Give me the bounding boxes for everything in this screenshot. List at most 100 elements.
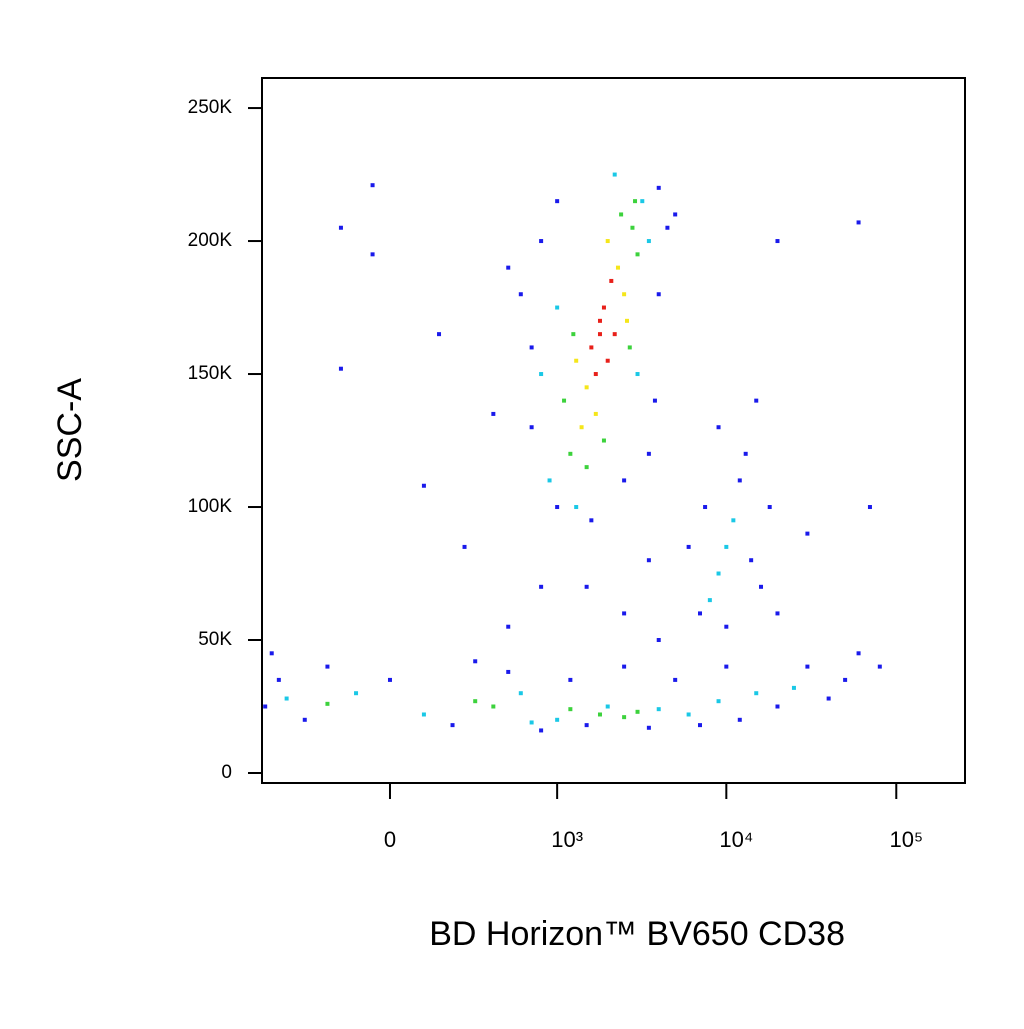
data-point <box>612 332 617 337</box>
y-tick-label: 100K <box>188 496 233 517</box>
data-point <box>547 478 552 483</box>
data-point <box>338 366 343 371</box>
data-point <box>597 318 602 323</box>
data-point <box>568 707 573 712</box>
data-point <box>605 704 610 709</box>
data-point <box>867 505 872 510</box>
data-point <box>325 664 330 669</box>
data-point <box>562 398 567 403</box>
data-point <box>646 558 651 563</box>
data-point <box>601 305 606 310</box>
data-point <box>506 669 511 674</box>
data-point <box>826 696 831 701</box>
data-point <box>686 712 691 717</box>
data-point <box>529 425 534 430</box>
data-point <box>686 544 691 549</box>
data-point <box>518 691 523 696</box>
data-point <box>724 544 729 549</box>
data-point <box>574 358 579 363</box>
data-point <box>529 345 534 350</box>
data-point <box>630 225 635 230</box>
data-point <box>716 571 721 576</box>
data-point <box>491 704 496 709</box>
data-point <box>805 531 810 536</box>
data-point <box>506 624 511 629</box>
data-point <box>775 704 780 709</box>
x-tick-label: 10³ <box>551 827 583 852</box>
data-point <box>640 199 645 204</box>
x-tick-label: 10⁴ <box>719 827 753 852</box>
data-point <box>767 505 772 510</box>
data-point <box>605 239 610 244</box>
data-point <box>635 372 640 377</box>
data-point <box>574 505 579 510</box>
data-point <box>805 664 810 669</box>
data-point <box>579 425 584 430</box>
y-tick-label: 250K <box>188 97 233 118</box>
y-tick-label: 150K <box>188 363 233 384</box>
data-point <box>584 723 589 728</box>
data-point <box>473 659 478 664</box>
data-point <box>775 239 780 244</box>
data-point <box>622 611 627 616</box>
data-point <box>584 465 589 470</box>
data-point <box>539 239 544 244</box>
data-point <box>619 212 624 217</box>
data-point <box>284 696 289 701</box>
data-point <box>601 438 606 443</box>
data-point <box>724 664 729 669</box>
data-point <box>856 220 861 225</box>
data-point <box>856 651 861 656</box>
data-point <box>609 278 614 283</box>
data-point <box>325 701 330 706</box>
y-tick-label: 50K <box>198 629 232 650</box>
data-point <box>370 183 375 188</box>
x-axis-label: BD Horizon™ BV650 CD38 <box>429 915 845 953</box>
data-point <box>491 411 496 416</box>
data-point <box>843 677 848 682</box>
data-point <box>612 172 617 177</box>
data-point <box>633 199 638 204</box>
data-point <box>370 252 375 257</box>
data-point <box>555 305 560 310</box>
x-tick-label: 0 <box>384 827 396 852</box>
data-point <box>539 372 544 377</box>
data-point <box>652 398 657 403</box>
data-point <box>568 451 573 456</box>
data-point <box>703 505 708 510</box>
data-point <box>698 723 703 728</box>
data-point <box>743 451 748 456</box>
data-point <box>615 265 620 270</box>
data-point <box>387 677 392 682</box>
data-point <box>731 518 736 523</box>
data-point <box>555 199 560 204</box>
data-point <box>646 451 651 456</box>
data-point <box>716 699 721 704</box>
data-point <box>597 712 602 717</box>
data-point <box>646 725 651 730</box>
data-point <box>584 584 589 589</box>
data-point <box>622 715 627 720</box>
data-point <box>589 518 594 523</box>
data-point <box>775 611 780 616</box>
data-point <box>597 332 602 337</box>
y-axis-label: SSC-A <box>51 378 89 482</box>
data-point <box>754 398 759 403</box>
data-point <box>539 584 544 589</box>
data-point <box>269 651 274 656</box>
data-point <box>707 598 712 603</box>
x-tick-label: 10⁵ <box>889 827 923 852</box>
data-point <box>665 225 670 230</box>
data-point <box>571 332 576 337</box>
data-point <box>593 411 598 416</box>
data-point <box>622 664 627 669</box>
data-point <box>656 707 661 712</box>
data-point <box>646 239 651 244</box>
data-point <box>635 252 640 257</box>
data-point <box>518 292 523 297</box>
data-point <box>555 505 560 510</box>
data-point <box>754 691 759 696</box>
data-point <box>555 717 560 722</box>
plot-frame <box>261 77 966 784</box>
